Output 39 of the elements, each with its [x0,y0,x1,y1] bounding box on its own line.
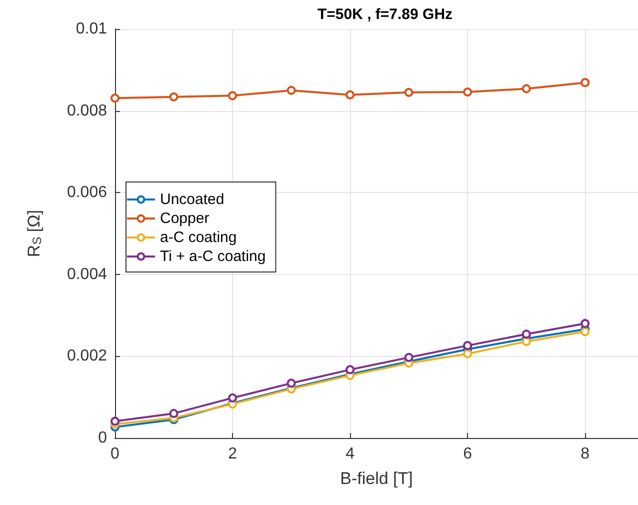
point [580,318,590,328]
point [110,416,120,426]
x-tick-label: 6 [463,446,472,462]
y-tick-label: 0.002 [66,348,108,365]
x-tick-label: 8 [580,446,590,462]
y-tick-label: 0.008 [66,102,108,120]
x-axis-title: B-field [T] [340,469,413,488]
legend-label: Copper [160,210,210,227]
point [169,408,178,418]
point [463,87,472,96]
point [228,393,238,402]
point [522,330,531,339]
point [404,352,414,362]
point [522,84,531,94]
y-tick-label: 0 [98,430,108,446]
point [286,378,296,388]
y-tick-label: 0.004 [66,266,108,283]
point [346,90,355,100]
legend-label: a-C coating [160,229,237,246]
x-tick-label: 0 [110,446,120,462]
point [580,327,590,336]
point [463,349,472,358]
point [286,86,296,95]
point [404,88,414,97]
y-tick-label: 0.006 [66,184,108,202]
point [522,336,531,346]
x-tick-label: 2 [228,446,238,462]
y-axis-title: RS [Ω] [24,210,44,258]
y-tick-label: 0.01 [76,20,108,38]
x-tick-label: 4 [346,446,355,462]
point [580,78,590,88]
point [169,92,178,102]
legend-label: Ti + a-C coating [160,248,266,265]
point [228,91,238,100]
point [463,341,472,350]
point [346,365,355,374]
chart-title: T=50K , f=7.89 GHz [317,6,453,23]
legend-label: Uncoated [160,191,224,208]
point [110,94,120,103]
